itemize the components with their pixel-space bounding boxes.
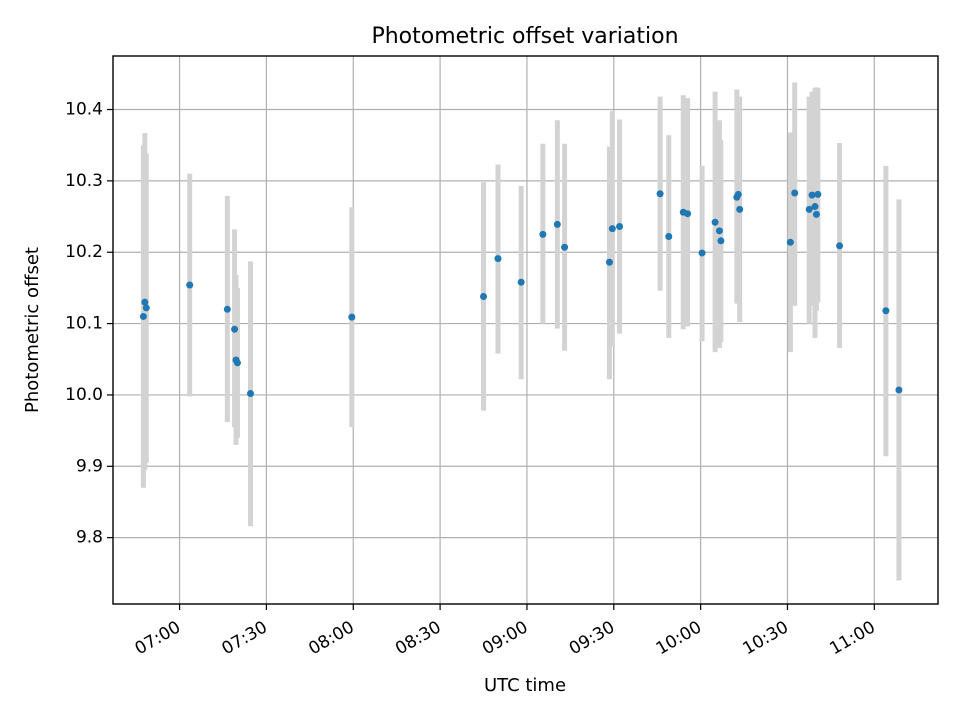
- data-point: [736, 205, 744, 213]
- data-point: [711, 218, 719, 226]
- data-point: [684, 210, 692, 218]
- data-point: [698, 249, 706, 257]
- data-point: [882, 307, 890, 315]
- grid: [113, 56, 938, 604]
- y-tick-label: 10.1: [65, 314, 103, 334]
- data-point: [348, 313, 356, 321]
- data-point: [608, 225, 616, 233]
- data-point: [480, 292, 488, 300]
- data-point: [656, 190, 664, 198]
- data-point: [715, 227, 723, 235]
- data-point: [186, 281, 194, 289]
- y-tick-label: 10.2: [65, 242, 103, 262]
- data-point: [786, 238, 794, 246]
- data-point: [805, 205, 813, 213]
- y-tick-label: 9.9: [76, 456, 103, 476]
- data-point: [561, 243, 569, 251]
- y-tick-label: 10.0: [65, 385, 103, 405]
- y-tick-label: 10.3: [65, 171, 103, 191]
- data-point: [808, 191, 816, 199]
- data-points: [139, 189, 903, 398]
- y-tick-label: 9.8: [76, 528, 103, 548]
- data-point: [139, 312, 147, 320]
- y-tick-label: 10.4: [65, 100, 103, 120]
- plot-frame: [112, 55, 939, 605]
- data-point: [734, 190, 742, 198]
- data-point: [233, 359, 241, 367]
- data-point: [539, 230, 547, 238]
- x-axis-label: UTC time: [484, 675, 566, 696]
- data-point: [223, 305, 231, 313]
- data-point: [791, 189, 799, 197]
- data-point: [141, 298, 149, 306]
- data-point: [517, 278, 525, 286]
- data-point: [142, 304, 150, 312]
- data-point: [836, 242, 844, 250]
- data-point: [811, 203, 819, 211]
- data-point: [717, 237, 725, 245]
- data-point: [812, 210, 820, 218]
- data-point: [231, 325, 239, 333]
- data-point: [895, 386, 903, 394]
- data-point: [814, 190, 822, 198]
- data-point: [247, 390, 254, 398]
- data-point: [605, 258, 613, 266]
- data-point: [616, 223, 624, 231]
- y-axis-label: Photometric offset: [22, 247, 43, 413]
- data-point: [553, 220, 561, 228]
- chart-title: Photometric offset variation: [371, 24, 678, 49]
- data-point: [665, 233, 673, 241]
- y-axis-ticks: 9.8 9.9 10.0 10.1 10.2 10.3 10.4: [65, 100, 113, 548]
- data-point: [494, 255, 502, 263]
